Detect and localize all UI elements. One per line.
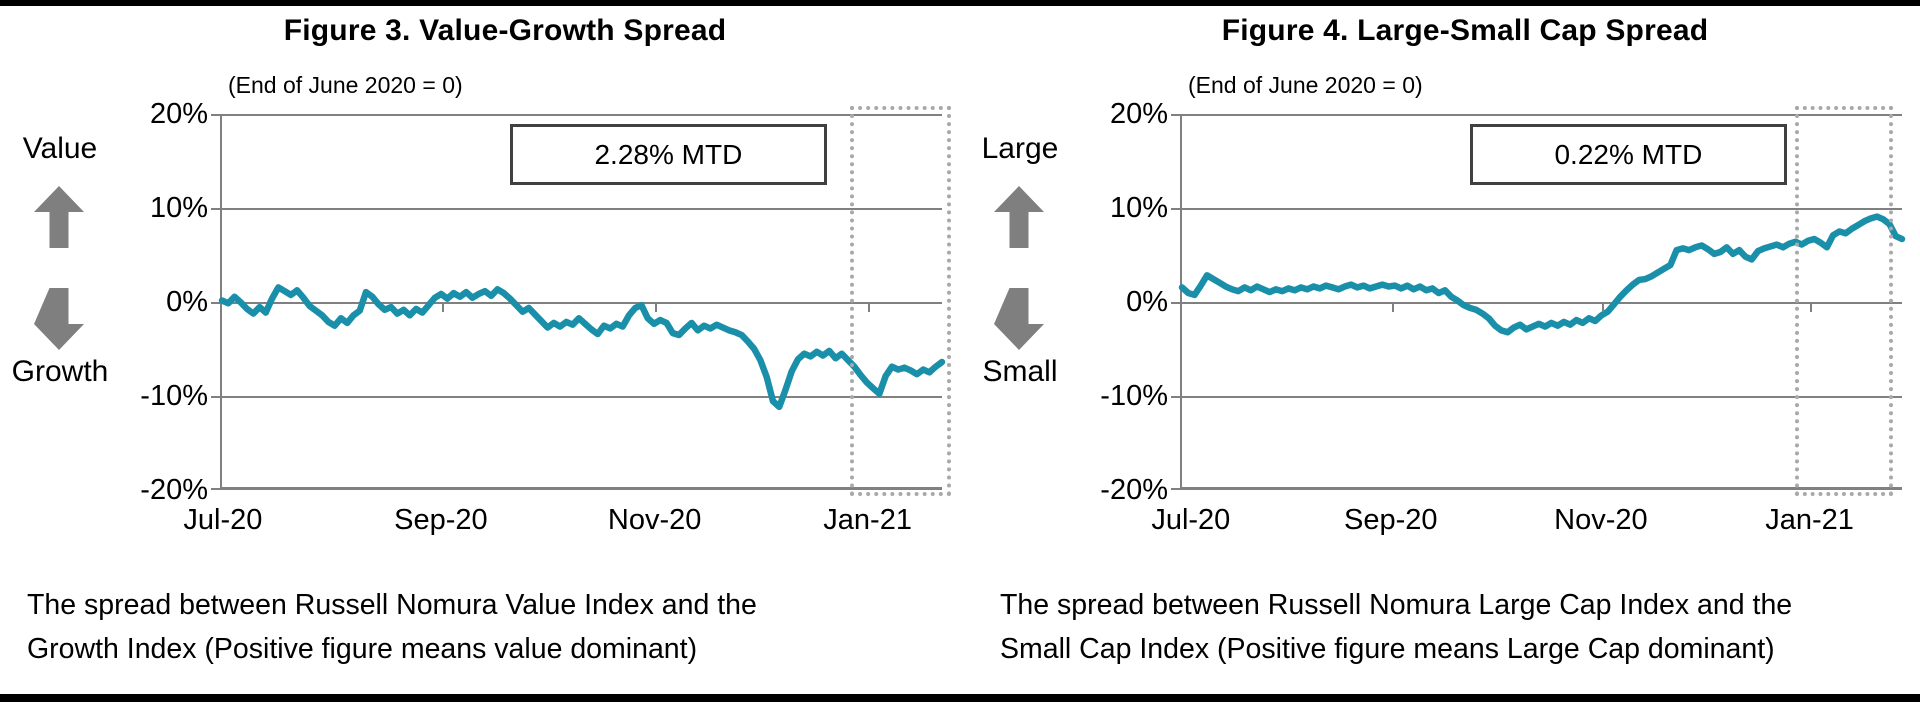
y-axis-tick xyxy=(1171,208,1182,210)
y-tick-label: -20% xyxy=(140,474,208,506)
y-tick-label: 10% xyxy=(1109,192,1168,224)
y-axis-tick xyxy=(1171,114,1182,116)
large-small-spread-line xyxy=(1178,213,1906,336)
x-tick-label: Jul-20 xyxy=(1151,504,1231,536)
x-tick-label: Jan-21 xyxy=(823,504,912,536)
y-axis-tick xyxy=(211,114,222,116)
caption-line: The spread between Russell Nomura Value … xyxy=(27,589,757,621)
figure4-caption: The spread between Russell Nomura Large … xyxy=(1000,583,1910,671)
y-tick-label: 20% xyxy=(1109,98,1168,130)
x-tick-label: Nov-20 xyxy=(607,504,702,536)
x-axis-tick xyxy=(1601,303,1604,312)
recent-period-highlight-box xyxy=(849,106,951,496)
gridline xyxy=(1182,114,1902,116)
plot-area: 0.22% MTD xyxy=(1171,106,1906,496)
y-axis-tick xyxy=(1171,302,1182,304)
y-axis-tick xyxy=(1171,396,1182,398)
caption-line: The spread between Russell Nomura Large … xyxy=(1000,589,1793,621)
x-tick-label: Jul-20 xyxy=(183,504,263,536)
y-tick-label: -20% xyxy=(1100,474,1168,506)
positive-direction-label: Large xyxy=(981,132,1059,165)
top-border-bar xyxy=(0,0,1920,6)
y-axis-tick xyxy=(211,396,222,398)
y-axis-tick xyxy=(211,208,222,210)
y-tick-label: 20% xyxy=(149,98,208,130)
y-tick-label: 0% xyxy=(1126,286,1168,318)
y-tick-label: 10% xyxy=(149,192,208,224)
x-axis-tick xyxy=(1809,303,1812,312)
mtd-callout: 0.22% MTD xyxy=(1470,124,1787,185)
y-tick-label: -10% xyxy=(1100,380,1168,412)
y-axis-tick xyxy=(1171,488,1182,490)
caption-line: Growth Index (Positive figure means valu… xyxy=(27,633,698,665)
gridline xyxy=(1182,208,1902,210)
mtd-value: 2.28% MTD xyxy=(594,139,743,170)
figure4-panel: Figure 4. Large-Small Cap Spread (End of… xyxy=(960,0,1920,702)
negative-direction-label: Growth xyxy=(11,355,109,388)
gridline xyxy=(222,114,942,116)
value-growth-spread-line xyxy=(218,284,946,411)
figure4-title: Figure 4. Large-Small Cap Spread xyxy=(1221,14,1709,47)
axis-note: (End of June 2020 = 0) xyxy=(1188,72,1423,98)
x-axis-tick xyxy=(442,303,445,312)
gridline xyxy=(222,208,942,210)
figure3-caption: The spread between Russell Nomura Value … xyxy=(27,583,937,671)
figure3-title: Figure 3. Value-Growth Spread xyxy=(283,14,727,47)
gridline xyxy=(222,396,942,398)
series-svg xyxy=(218,284,946,411)
mtd-callout: 2.28% MTD xyxy=(510,124,827,185)
mtd-value: 0.22% MTD xyxy=(1554,139,1703,170)
y-tick-label: 0% xyxy=(166,286,208,318)
y-tick-label: -10% xyxy=(140,380,208,412)
gridline xyxy=(1182,396,1902,398)
x-axis-tick xyxy=(867,303,870,312)
gridline xyxy=(1182,302,1902,304)
x-tick-label: Sep-20 xyxy=(394,504,488,536)
series-svg xyxy=(1178,213,1906,336)
bottom-border-bar xyxy=(0,694,1920,702)
axis-note: (End of June 2020 = 0) xyxy=(228,72,463,98)
y-axis-tick xyxy=(211,302,222,304)
recent-period-highlight-box xyxy=(1795,106,1894,496)
caption-line: Small Cap Index (Positive figure means L… xyxy=(1000,633,1775,665)
x-axis-tick xyxy=(655,303,658,312)
x-tick-label: Jan-21 xyxy=(1765,504,1854,536)
x-axis-tick xyxy=(1392,303,1395,312)
x-tick-label: Nov-20 xyxy=(1554,504,1648,536)
gridline xyxy=(222,302,942,304)
figure3-panel: Figure 3. Value-Growth Spread (End of Ju… xyxy=(11,14,951,671)
x-tick-label: Sep-20 xyxy=(1344,504,1438,536)
negative-direction-label: Small xyxy=(982,355,1058,388)
y-axis-tick xyxy=(211,488,222,490)
positive-direction-label: Value xyxy=(22,132,98,165)
plot-area: 2.28% MTD xyxy=(211,106,951,496)
